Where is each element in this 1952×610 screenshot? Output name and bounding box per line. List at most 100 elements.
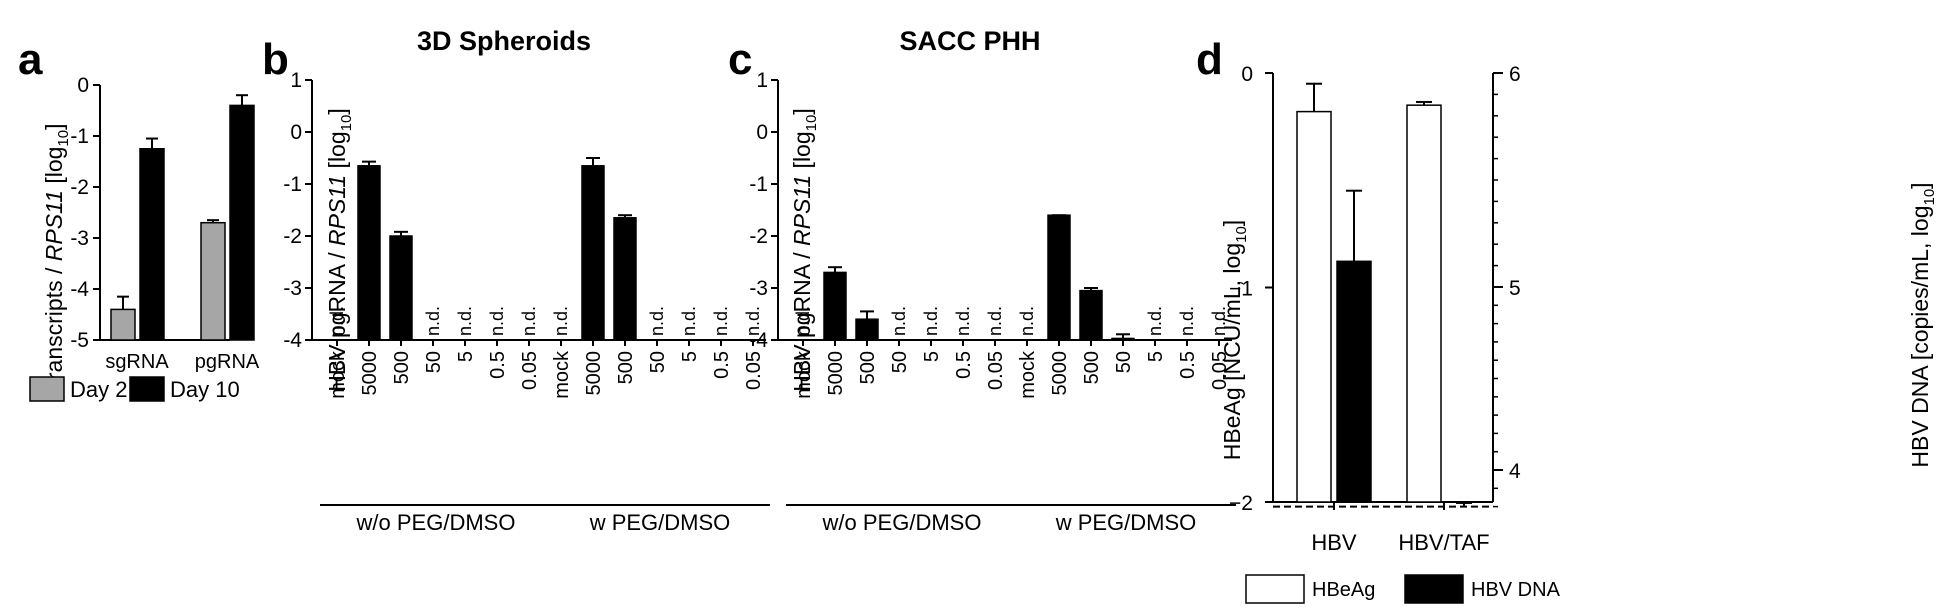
- panel-b-title: 3D Spheroids: [417, 26, 591, 56]
- panel-c: c SACC PHH HBV pgRNA / RPS11 [log10] 1 0 -…: [728, 26, 1236, 535]
- panel-b-group-label: w PEG/DMSO: [589, 510, 731, 535]
- panel-b-nd-label: n.d.: [551, 306, 571, 336]
- panel-c-nd-label: n.d.: [985, 306, 1005, 336]
- panel-c-letter: c: [728, 35, 752, 84]
- panel-c-category-label: 50: [889, 351, 911, 373]
- panel-a-bar-sgRNA-Day10: [139, 148, 165, 341]
- panel-c-ylabel: HBV pgRNA / RPS11 [log10]: [789, 108, 820, 391]
- panel-a-legend-swatch: [129, 376, 165, 402]
- panel-c-category-label: 0.5: [953, 351, 975, 379]
- panel-a-ytick-label: -1: [70, 125, 89, 148]
- panel-a-letter: a: [18, 35, 43, 84]
- panel-b-category-label: 5000: [359, 351, 381, 396]
- panel-d-ytick-label-right: 6: [1509, 63, 1521, 86]
- panel-d-letter: d: [1196, 35, 1223, 84]
- panel-c-bar-50: [1111, 337, 1135, 341]
- panel-d-category-label: HBV: [1311, 530, 1357, 555]
- panel-a-ytick-label: -3: [70, 227, 89, 250]
- panel-b-bar-5000: [357, 165, 381, 341]
- panel-a-category-label: pgRNA: [195, 351, 260, 373]
- panel-b-ytick-label: -1: [283, 173, 302, 196]
- panel-b-category-label: 500: [391, 351, 413, 384]
- panel-d-ytick-label-left: −1: [1229, 278, 1253, 301]
- panel-d-ytick-label-left: 0: [1241, 63, 1253, 86]
- panel-a-ylabel: transcripts / RPS11 [log10]: [41, 124, 72, 387]
- panel-c-category-label: 0.05: [1209, 351, 1231, 390]
- panel-b-nd-label: n.d.: [327, 306, 347, 336]
- panel-b: b 3D Spheroids HBV pgRNA / RPS11 [log10]…: [262, 26, 770, 535]
- panel-b-category-label: 0.05: [519, 351, 541, 390]
- panel-c-bar-500: [1079, 289, 1103, 341]
- panel-b-category-label: mock: [551, 350, 573, 399]
- panel-d-ytick-label-right: 5: [1509, 277, 1521, 300]
- panel-a: a transcripts / RPS11 [log10] 0 -1 -2 -3 -4 -…: [18, 35, 260, 402]
- panel-c-category-label: 0.5: [1177, 351, 1199, 379]
- panel-c-ytick-label: -4: [749, 329, 768, 352]
- panel-b-nd-label: n.d.: [519, 306, 539, 336]
- panel-b-ytick-label: 1: [290, 69, 302, 92]
- panel-d-legend-label: HBeAg: [1312, 579, 1375, 601]
- panel-a-ytick-label: 0: [77, 74, 89, 97]
- panel-c-bar-5000: [1047, 214, 1071, 341]
- panel-b-ylabel: HBV pgRNA / RPS11 [log10]: [324, 108, 355, 391]
- panel-b-category-label: 0.5: [487, 351, 509, 379]
- panel-c-nd-label: n.d.: [1209, 306, 1229, 336]
- panel-c-ytick-label: -3: [749, 277, 768, 300]
- panel-a-ytick-label: -2: [70, 176, 89, 199]
- panel-d-ytick-label-right: 4: [1509, 460, 1521, 483]
- panel-b-nd-label: n.d.: [647, 306, 667, 336]
- panel-c-group-label: w/o PEG/DMSO: [822, 510, 982, 535]
- panel-d-ytick-label-left: −2: [1229, 492, 1253, 515]
- panel-b-category-label: 5: [679, 351, 701, 362]
- panel-b-category-label: 50: [423, 351, 445, 373]
- panel-a-bar-pgRNA-Day10: [229, 104, 255, 341]
- panel-c-ytick-label: -2: [749, 225, 768, 248]
- panel-c-nd-label: n.d.: [953, 306, 973, 336]
- panel-c-nd-label: n.d.: [921, 306, 941, 336]
- panel-b-bar-500: [613, 217, 637, 341]
- panel-b-category-label: 0.05: [743, 351, 765, 390]
- panel-d: d HBeAg [NCU/mL, log10] HBV DNA [copies/…: [1196, 35, 1938, 604]
- panel-c-category-label: 5: [1145, 351, 1167, 362]
- panel-d-ylabel-left: HBeAg [NCU/mL, log10]: [1219, 220, 1250, 460]
- panel-b-bar-500: [389, 235, 413, 341]
- panel-c-category-label: 500: [857, 351, 879, 384]
- panel-b-group-label: w/o PEG/DMSO: [356, 510, 516, 535]
- panel-c-ytick-label: 0: [756, 121, 768, 144]
- panel-c-ytick-label: -1: [749, 173, 768, 196]
- panel-c-bar-500: [855, 318, 879, 341]
- panel-d-legend-label: HBV DNA: [1471, 579, 1561, 601]
- panel-d-bar-HBV-HBVDNA: [1336, 260, 1372, 503]
- panel-b-category-label: mock: [327, 350, 349, 399]
- panel-c-category-label: 5: [921, 351, 943, 362]
- panel-c-nd-label: n.d.: [1177, 306, 1197, 336]
- panel-b-category-label: 5: [455, 351, 477, 362]
- panel-b-ytick-label: -4: [283, 329, 302, 352]
- panel-a-bar-pgRNA-Day2: [200, 221, 226, 341]
- panel-c-category-label: 5000: [1049, 351, 1071, 396]
- panel-a-ytick-label: -5: [70, 329, 89, 352]
- panel-d-legend-swatch: [1404, 574, 1464, 604]
- panel-b-letter: b: [262, 35, 289, 84]
- panel-b-bar-5000: [581, 165, 605, 341]
- panel-b-category-label: 50: [647, 351, 669, 373]
- panel-c-category-label: 0.05: [985, 351, 1007, 390]
- panel-a-legend-label: Day 10: [170, 377, 240, 402]
- panel-b-category-label: 0.5: [711, 351, 733, 379]
- panel-b-nd-label: n.d.: [423, 306, 443, 336]
- panel-c-category-label: 50: [1113, 351, 1135, 373]
- panel-a-legend-label: Day 2: [70, 377, 127, 402]
- panel-c-category-label: mock: [1017, 350, 1039, 399]
- panel-c-ytick-label: 1: [756, 69, 768, 92]
- panel-c-category-label: 500: [1081, 351, 1103, 384]
- panel-c-group-label: w PEG/DMSO: [1055, 510, 1197, 535]
- panel-b-ytick-label: -3: [283, 277, 302, 300]
- panel-c-nd-label: n.d.: [793, 306, 813, 336]
- panel-b-category-label: 500: [615, 351, 637, 384]
- panel-c-title: SACC PHH: [899, 26, 1040, 56]
- panel-a-legend-swatch: [29, 376, 65, 402]
- panel-c-nd-label: n.d.: [1017, 306, 1037, 336]
- panel-b-nd-label: n.d.: [455, 306, 475, 336]
- panel-c-category-label: mock: [793, 350, 815, 399]
